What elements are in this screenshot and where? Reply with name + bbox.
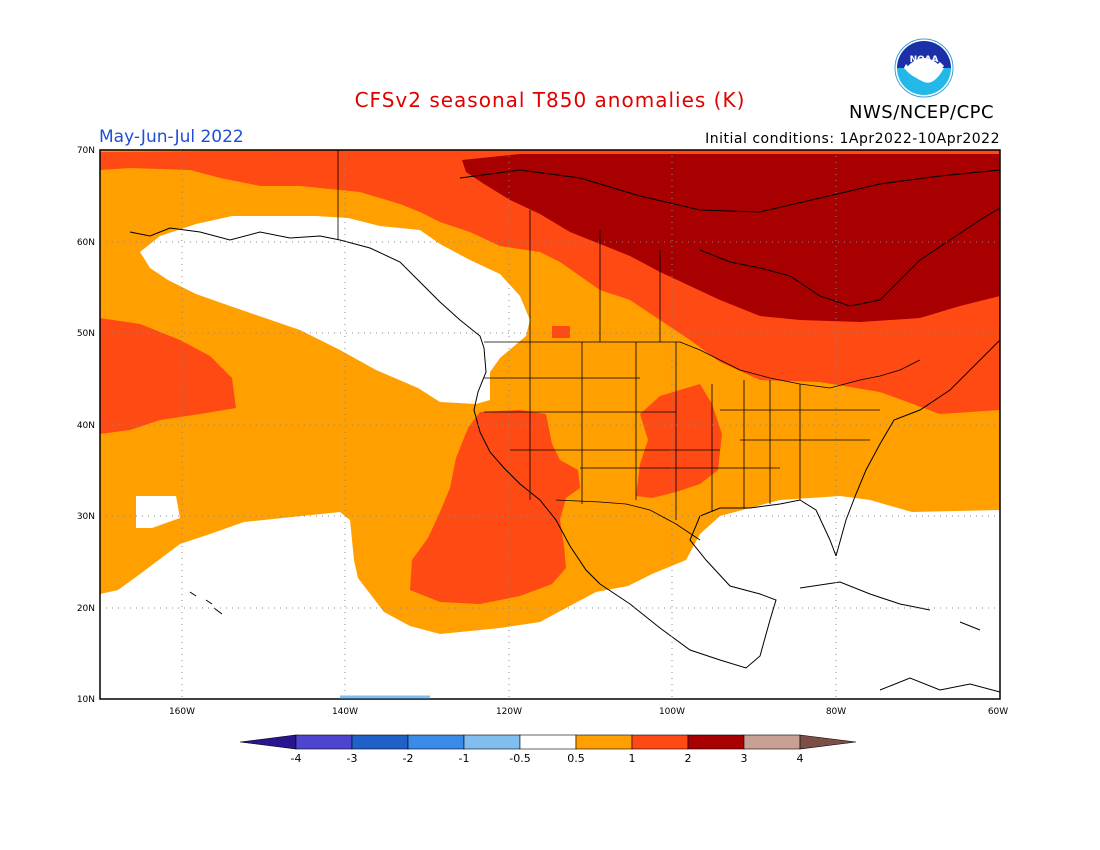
colorbar-tick-label: -3 — [347, 752, 358, 765]
lat-tick-50n: 50N — [77, 329, 95, 339]
coastlines — [129, 169, 1000, 693]
colorbar-tick-label: 3 — [741, 752, 748, 765]
colorbar: -4 -3 -2 -1 -0.5 0.5 1 2 3 4 — [239, 734, 857, 765]
longitude-ticks: 160W 140W 120W 100W 80W 60W — [169, 707, 1008, 717]
state-lines-vertical — [529, 342, 801, 520]
coastline-hawaii — [189, 591, 223, 615]
lat-tick-20n: 20N — [77, 604, 95, 614]
latitude-ticks: 70N 60N 50N 40N 30N 20N 10N — [77, 146, 95, 705]
map-title: CFSv2 seasonal T850 anomalies (K) — [354, 88, 746, 112]
lon-tick-120w: 120W — [496, 707, 522, 717]
map-frame — [99, 149, 1001, 700]
colorbar-swatch — [631, 734, 689, 750]
colorbar-swatch — [295, 734, 353, 750]
colorbar-arrow-high — [799, 734, 857, 750]
anomaly-band-1-2-patch — [552, 326, 570, 338]
colorbar-tick-label: 2 — [685, 752, 692, 765]
canada-province-lines — [337, 150, 661, 342]
anomaly-band-1-2-pacific — [100, 318, 236, 434]
agency-label: NWS/NCEP/CPC — [849, 102, 995, 123]
colorbar-arrow-low — [239, 734, 297, 750]
lon-tick-140w: 140W — [332, 707, 358, 717]
colorbar-swatch — [575, 734, 633, 750]
neutral-area-tropics — [100, 496, 1000, 699]
gridlines — [100, 150, 1000, 699]
lat-tick-10n: 10N — [77, 695, 95, 705]
colorbar-swatch — [687, 734, 745, 750]
lat-tick-70n: 70N — [77, 146, 95, 156]
initial-conditions-label: Initial conditions: 1Apr2022-10Apr2022 — [705, 131, 1000, 147]
coastline-caribbean — [799, 581, 1000, 693]
colorbar-tick-label: 4 — [797, 752, 804, 765]
anomaly-band-0.5-1-west-coast — [100, 170, 260, 198]
colorbar-tick-label: -2 — [403, 752, 414, 765]
anomaly-band-1-2-southwest — [410, 410, 580, 604]
coastline-arctic — [459, 169, 1000, 213]
state-lines-horizontal — [484, 377, 880, 469]
noaa-logo-text: NOAA — [910, 55, 939, 65]
political-borders — [337, 150, 921, 541]
colorbar-tick-label: -0.5 — [509, 752, 530, 765]
lon-tick-60w: 60W — [988, 707, 1008, 717]
anomaly-band-1-2-plains — [636, 384, 722, 498]
colorbar-swatch — [463, 734, 521, 750]
coastline-alaska — [129, 227, 485, 349]
noaa-logo: NOAA — [894, 38, 954, 98]
neutral-area-pacific — [136, 496, 180, 528]
season-label: May-Jun-Jul 2022 — [99, 127, 244, 147]
colorbar-tick-label: -4 — [291, 752, 302, 765]
colorbar-tick-label: 0.5 — [567, 752, 585, 765]
colorbar-swatch — [743, 734, 801, 750]
colorbar-swatch — [519, 734, 577, 750]
coastline-hudson — [699, 207, 1000, 307]
us-mexico-border — [555, 499, 701, 541]
coastline-east — [835, 339, 1000, 557]
anomaly-band-2-3 — [462, 154, 1000, 322]
lon-tick-100w: 100W — [659, 707, 685, 717]
colorbar-tick-label: -1 — [459, 752, 470, 765]
neutral-area-alaska — [140, 216, 530, 404]
colorbar-swatch — [351, 734, 409, 750]
lat-tick-30n: 30N — [77, 512, 95, 522]
lon-tick-160w: 160W — [169, 707, 195, 717]
lat-tick-60n: 60N — [77, 238, 95, 248]
colorbar-swatch — [407, 734, 465, 750]
coastline-mexico-gulf — [599, 499, 837, 669]
lat-tick-40n: 40N — [77, 421, 95, 431]
coastline-west — [473, 347, 601, 585]
lon-tick-80w: 80W — [826, 707, 846, 717]
colorbar-tick-label: 1 — [629, 752, 636, 765]
